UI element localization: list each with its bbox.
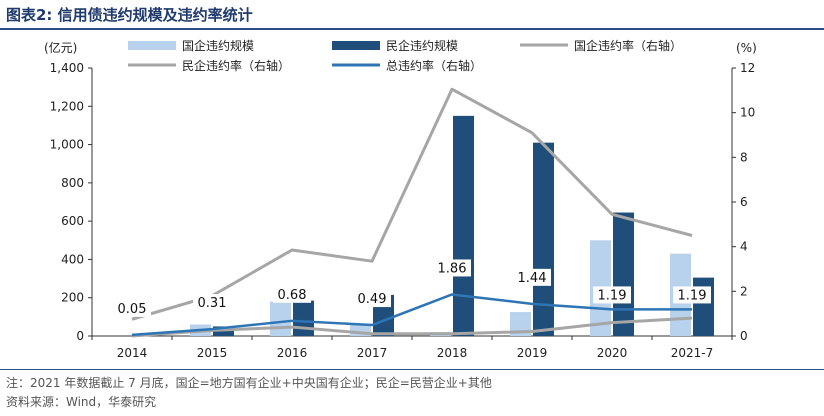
x-tick-label: 2014: [117, 346, 148, 360]
total-rate-data-label: 1.19: [678, 288, 707, 303]
right-axis-unit: (%): [736, 41, 757, 55]
default-rate-chart: 0 200 400 600 800 1,000 1,200 1,400 0 2 4 6 8 10 12 (亿元…: [44, 38, 757, 360]
chart-bars: [190, 115, 714, 336]
pe-rate-line: [131, 87, 693, 321]
left-tick-label: 0: [76, 329, 84, 343]
data-label-bg: [273, 285, 311, 303]
x-tick-label: 2015: [197, 346, 228, 360]
x-tick-label: 2021-7: [671, 346, 714, 360]
x-tick-label: 2016: [277, 346, 308, 360]
left-tick-label: 200: [61, 291, 84, 305]
total-rate-data-label: 1.19: [598, 288, 627, 303]
left-tick-label: 600: [61, 214, 84, 228]
figure-title: 图表2: 信用债违约规模及违约率统计: [6, 6, 253, 24]
left-tick-label: 400: [61, 252, 84, 266]
right-tick-label: 12: [740, 61, 755, 75]
data-label-bg: [593, 286, 631, 304]
chart-lines: [131, 87, 693, 338]
chart-legend: 国企违约规模 民企违约规模 国企违约率（右轴） 民企违约率（右轴） 总违约率（右轴）: [128, 38, 682, 73]
title-divider: [0, 28, 824, 30]
footer-divider: [0, 369, 824, 370]
total-rate-line: [131, 293, 692, 337]
data-label-bg: [193, 294, 231, 312]
left-tick-label: 1,000: [50, 138, 84, 152]
footnote: 注：2021 年数据截止 7 月底，国企=地方国有企业+中央国有企业；民企=民营…: [6, 376, 492, 390]
soe-rate-line: [131, 316, 693, 338]
left-tick-label: 800: [61, 176, 84, 190]
right-tick-label: 4: [740, 240, 748, 254]
right-tick-label: 2: [740, 284, 748, 298]
left-tick-label: 1,200: [50, 99, 84, 113]
soe-default-bar: [270, 301, 291, 336]
data-label-bg: [353, 290, 391, 308]
legend-pe-bar-label: 民企违约规模: [386, 38, 458, 53]
left-tick-label: 1,400: [50, 61, 84, 75]
total-rate-data-label: 0.05: [118, 302, 147, 317]
left-axis-unit: (亿元): [44, 40, 77, 55]
legend-soe-bar-label: 国企违约规模: [182, 38, 254, 53]
right-tick-label: 0: [740, 329, 748, 343]
pe-default-bar: [533, 142, 554, 336]
right-tick-label: 8: [740, 150, 748, 164]
chart-axes: 0 200 400 600 800 1,000 1,200 1,400 0 2 4 6 8 10 12 (亿元…: [44, 40, 757, 360]
x-tick-label: 2020: [597, 346, 628, 360]
right-tick-label: 10: [740, 106, 755, 120]
data-label-bg: [113, 299, 151, 317]
data-label-bg: [513, 268, 551, 286]
x-tick-label: 2018: [437, 346, 468, 360]
legend-pe-bar-swatch: [332, 41, 380, 50]
pe-default-bar: [293, 300, 314, 336]
source-note: 资料来源：Wind，华泰研究: [6, 395, 157, 409]
legend-soe-bar-swatch: [128, 41, 176, 50]
x-tick-label: 2017: [357, 346, 388, 360]
pe-default-bar: [693, 277, 714, 336]
data-label-bg: [673, 286, 711, 304]
x-tick-label: 2019: [517, 346, 548, 360]
total-rate-data-label: 0.68: [278, 288, 307, 303]
legend-soe-rate-label: 国企违约率（右轴）: [574, 38, 682, 53]
data-label-bg: [433, 259, 471, 277]
pe-default-bar: [453, 115, 474, 336]
total-rate-data-label: 0.31: [198, 296, 227, 311]
right-tick-label: 6: [740, 195, 748, 209]
total-rate-data-label: 0.49: [358, 292, 387, 307]
pe-default-bar: [613, 212, 634, 336]
total-rate-data-label: 1.44: [518, 271, 547, 286]
legend-total-rate-label: 总违约率（右轴）: [386, 58, 482, 73]
legend-pe-rate-label: 民企违约率（右轴）: [182, 58, 290, 73]
soe-default-bar: [510, 312, 531, 336]
total-rate-data-label: 1.86: [438, 261, 467, 276]
soe-default-bar: [350, 324, 371, 336]
chart-data-labels: 0.05 0.31 0.68 0.49 1.86 1.44 1.19 1.19: [113, 259, 711, 317]
